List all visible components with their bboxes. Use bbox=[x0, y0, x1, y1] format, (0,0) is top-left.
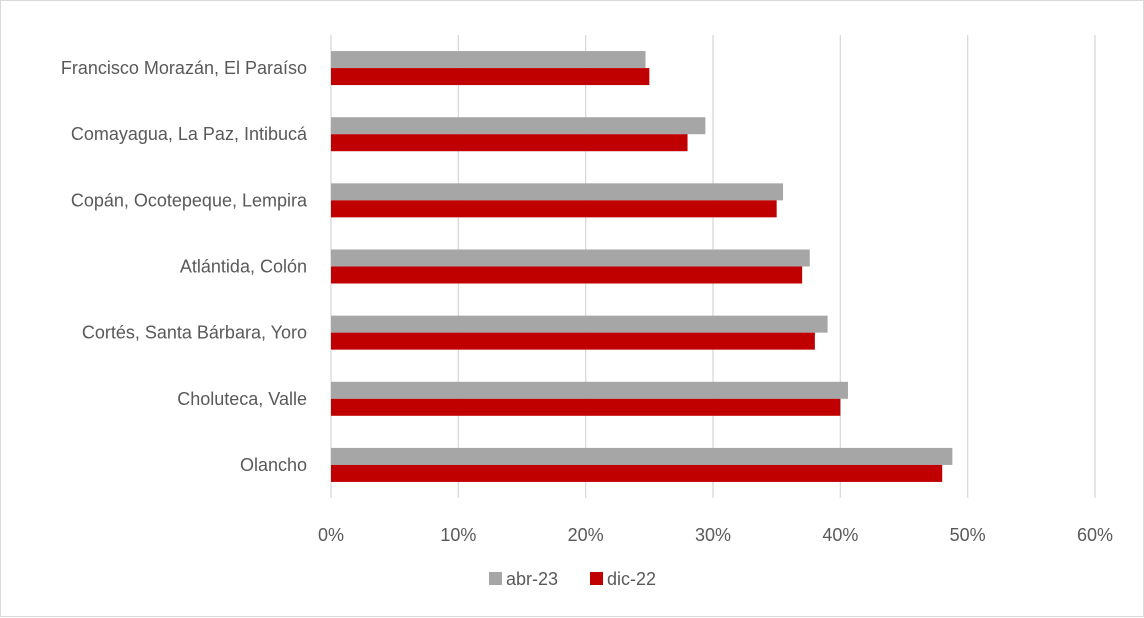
bar-dic-22 bbox=[331, 332, 815, 350]
bar-abr-23 bbox=[331, 447, 953, 465]
category-label: Cortés, Santa Bárbara, Yoro bbox=[82, 323, 307, 343]
x-tick-label: 30% bbox=[695, 525, 731, 545]
legend-swatch-abr-23 bbox=[489, 572, 502, 585]
bar-abr-23 bbox=[331, 183, 784, 201]
bar-abr-23 bbox=[331, 249, 810, 267]
bar-dic-22 bbox=[331, 68, 650, 86]
bar-dic-22 bbox=[331, 398, 841, 416]
bar-abr-23 bbox=[331, 117, 706, 135]
x-tick-label: 10% bbox=[440, 525, 476, 545]
category-label: Olancho bbox=[240, 455, 307, 475]
bar-abr-23 bbox=[331, 315, 828, 333]
bar-abr-23 bbox=[331, 51, 646, 69]
legend-label: dic-22 bbox=[607, 569, 656, 589]
category-label: Copán, Ocotepeque, Lempira bbox=[71, 190, 308, 210]
x-tick-label: 20% bbox=[568, 525, 604, 545]
bar-dic-22 bbox=[331, 134, 688, 152]
legend-swatch-dic-22 bbox=[590, 572, 603, 585]
x-tick-label: 60% bbox=[1077, 525, 1113, 545]
x-tick-label: 50% bbox=[950, 525, 986, 545]
x-tick-label: 40% bbox=[822, 525, 858, 545]
bar-dic-22 bbox=[331, 200, 777, 218]
bar-abr-23 bbox=[331, 381, 848, 399]
bar-dic-22 bbox=[331, 464, 943, 482]
category-label: Comayagua, La Paz, Intibucá bbox=[71, 124, 308, 144]
category-label: Choluteca, Valle bbox=[177, 389, 307, 409]
category-label: Francisco Morazán, El Paraíso bbox=[61, 58, 307, 78]
bar-dic-22 bbox=[331, 266, 803, 284]
x-tick-label: 0% bbox=[318, 525, 344, 545]
category-label: Atlántida, Colón bbox=[180, 257, 307, 277]
legend-label: abr-23 bbox=[506, 569, 558, 589]
